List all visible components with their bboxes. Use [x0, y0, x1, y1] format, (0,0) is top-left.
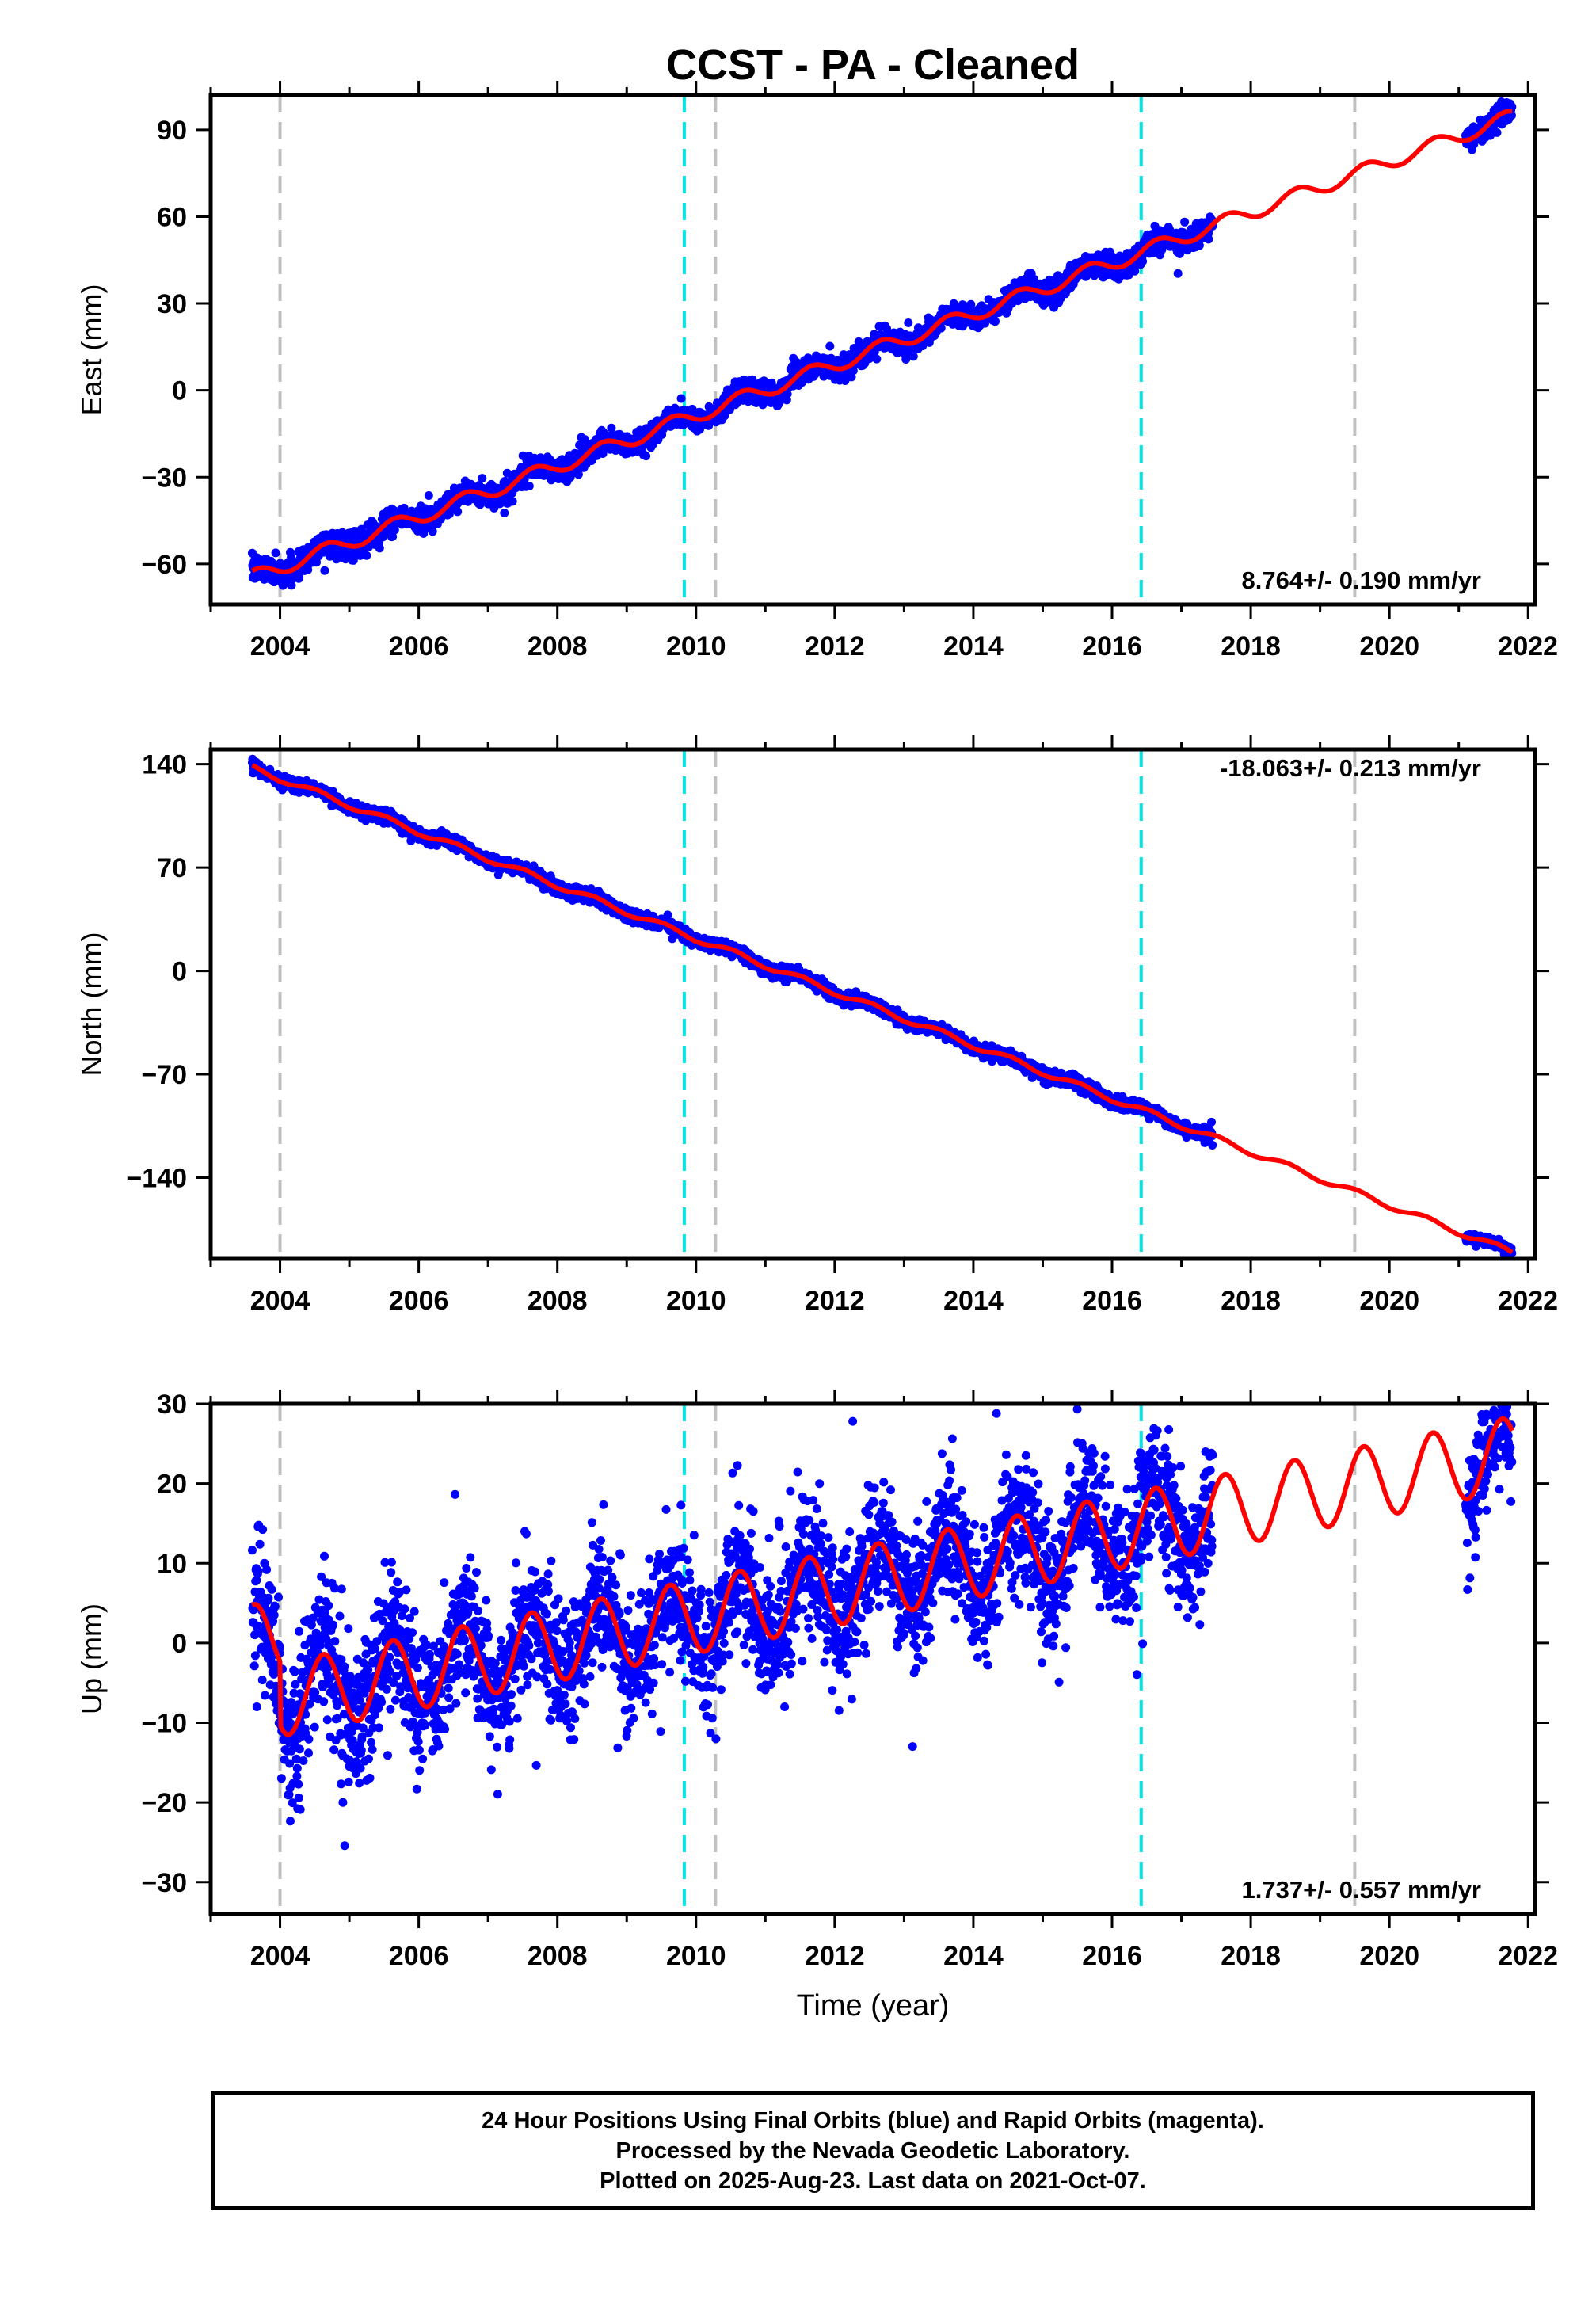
y-tick-label: 0 — [172, 376, 187, 406]
data-point — [509, 497, 517, 505]
x-tick-label: 2006 — [389, 631, 449, 662]
data-point — [453, 507, 462, 516]
data-point — [362, 551, 371, 560]
x-tick-label: 2016 — [1082, 631, 1142, 662]
data-point — [1138, 257, 1147, 265]
x-tick-label: 2012 — [805, 631, 865, 662]
x-tick-label: 2004 — [250, 631, 310, 662]
data-point — [1174, 269, 1183, 278]
data-point — [1180, 218, 1189, 227]
y-tick-label: 30 — [157, 289, 187, 319]
data-point — [429, 527, 437, 536]
data-point — [525, 482, 534, 490]
data-point — [872, 355, 881, 364]
data-point — [991, 317, 1000, 326]
data-point — [425, 491, 433, 500]
data-point — [1493, 128, 1502, 137]
data-point — [320, 566, 329, 575]
data-point — [1204, 234, 1213, 243]
y-tick-label: 60 — [157, 202, 187, 232]
x-tick-label: 2010 — [666, 631, 726, 662]
data-point — [677, 395, 686, 403]
y-tick-label: 90 — [157, 116, 187, 146]
data-point — [478, 474, 486, 482]
x-tick-label: 2018 — [1221, 631, 1281, 662]
data-point — [272, 548, 280, 557]
panel-east: 2004 2006 2008 2010 2012 2014 2016 2018 2020 2022… — [75, 81, 1558, 662]
plot-area — [248, 95, 1516, 604]
x-tick-label: 2008 — [528, 631, 588, 662]
x-tick-label: 2022 — [1498, 631, 1558, 662]
x-tick-label: 2020 — [1359, 631, 1419, 662]
plot-area — [248, 749, 1516, 1259]
data-point — [904, 318, 912, 327]
x-tick-label: 2014 — [943, 631, 1004, 662]
velocity-rate-label: 8.764+/- 0.190 mm/yr — [1242, 566, 1481, 594]
data-point — [375, 543, 384, 552]
y-tick-label: −60 — [141, 550, 187, 580]
data-point — [500, 509, 509, 517]
data-point — [825, 342, 834, 351]
data-point — [642, 452, 650, 460]
y-axis-label: East (mm) — [75, 284, 108, 416]
y-tick-label: −30 — [141, 463, 187, 493]
